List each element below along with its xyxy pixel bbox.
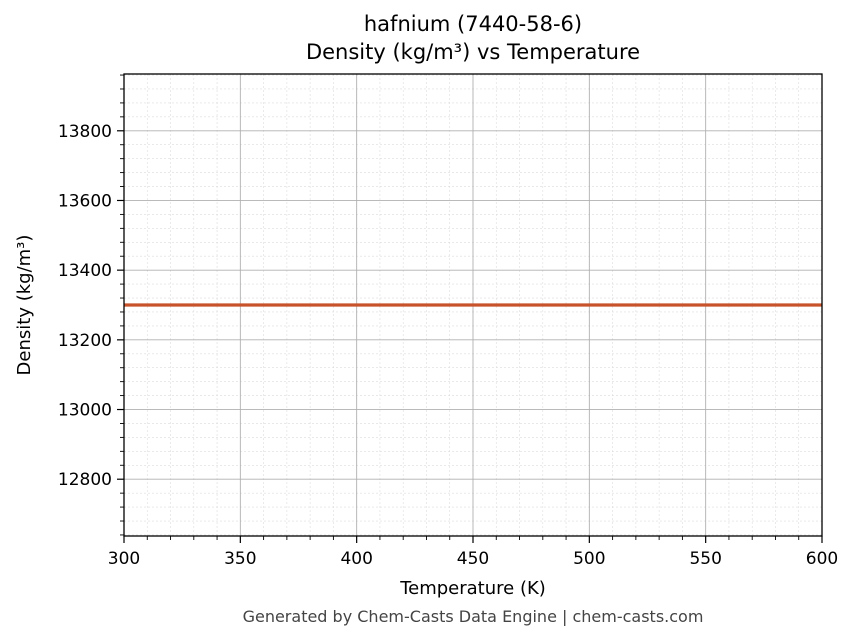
x-tick-label: 350	[224, 549, 256, 569]
y-tick-label: 13000	[58, 401, 112, 421]
y-tick-label: 13200	[58, 331, 112, 351]
y-tick-label: 13400	[58, 261, 112, 281]
footer-credit: Generated by Chem-Casts Data Engine | ch…	[242, 607, 704, 626]
x-tick-label: 400	[340, 549, 372, 569]
chart-title: hafnium (7440-58-6)	[363, 12, 583, 36]
y-axis-label: Density (kg/m³)	[14, 235, 35, 376]
x-tick-label: 600	[806, 549, 838, 569]
x-tick-label: 450	[457, 549, 489, 569]
x-axis-label: Temperature (K)	[399, 578, 546, 599]
y-tick-label: 12800	[58, 470, 112, 490]
x-tick-label: 300	[108, 549, 140, 569]
y-tick-label: 13600	[58, 191, 112, 211]
chart-subtitle: Density (kg/m³) vs Temperature	[305, 40, 641, 64]
x-tick-label: 500	[573, 549, 605, 569]
minor-ticks	[120, 74, 800, 540]
y-tick-label: 13800	[58, 122, 112, 142]
x-tick-label: 550	[689, 549, 721, 569]
